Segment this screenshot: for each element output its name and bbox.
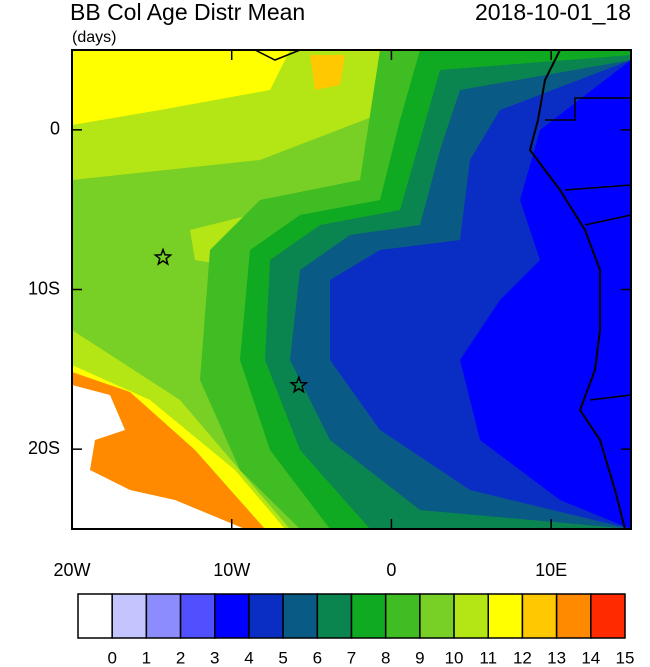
colorbar-label: 3 xyxy=(210,648,219,667)
border xyxy=(584,214,631,226)
colorbar-box xyxy=(350,593,387,639)
shaded-region xyxy=(72,50,290,125)
colorbar-box xyxy=(179,593,216,639)
colorbar-label: 13 xyxy=(547,648,566,667)
border xyxy=(564,184,631,191)
site-marker xyxy=(153,247,173,266)
colorbar-box xyxy=(590,593,626,639)
colorbar-label: 0 xyxy=(107,648,116,667)
colorbar-box xyxy=(453,593,489,639)
shaded-region xyxy=(310,55,345,90)
y-tick-label: 20S xyxy=(28,438,60,458)
colorbar-box xyxy=(145,593,182,639)
shaded-region xyxy=(460,60,631,529)
y-tick-label: 10S xyxy=(28,278,60,298)
coastline xyxy=(528,50,626,529)
colorbar-box xyxy=(384,593,421,639)
colorbar-box xyxy=(316,593,353,639)
colorbar-label: 15 xyxy=(616,648,635,667)
colorbar-label: 5 xyxy=(278,648,287,667)
border xyxy=(589,394,631,401)
colorbar-box xyxy=(77,593,113,639)
colorbar-box xyxy=(521,593,558,639)
colorbar-label: 6 xyxy=(313,648,322,667)
site-marker xyxy=(289,375,309,394)
timestamp: 2018-10-01_18 xyxy=(475,0,631,25)
colorbar-label: 4 xyxy=(244,648,253,667)
field xyxy=(72,50,631,529)
x-tick-label: 10E xyxy=(535,560,567,580)
colorbar-label: 1 xyxy=(142,648,151,667)
colorbar-box xyxy=(555,593,592,639)
units: (days) xyxy=(72,29,116,46)
colorbar-box xyxy=(214,593,250,639)
colorbar-label: 7 xyxy=(347,648,356,667)
x-tick-label: 20W xyxy=(53,560,90,580)
border xyxy=(545,97,631,121)
colorbar-label: 8 xyxy=(381,648,390,667)
colorbar-box xyxy=(248,593,284,639)
colorbar-box xyxy=(487,593,524,639)
colorbar-label: 10 xyxy=(445,648,464,667)
colorbar-box xyxy=(419,593,455,639)
title: BB Col Age Distr Mean xyxy=(70,0,305,25)
colorbar-label: 12 xyxy=(513,648,532,667)
colorbar-label: 14 xyxy=(581,648,600,667)
shaded-region xyxy=(72,385,245,529)
colorbar-label: 9 xyxy=(415,648,424,667)
colorbar-label: 2 xyxy=(176,648,185,667)
x-tick-label: 10W xyxy=(213,560,250,580)
colorbar-label: 11 xyxy=(479,648,497,667)
colorbar-box xyxy=(282,593,319,639)
border xyxy=(254,50,301,61)
x-tick-label: 0 xyxy=(386,560,396,580)
colorbar-box xyxy=(111,593,148,639)
y-tick-label: 0 xyxy=(50,119,60,139)
